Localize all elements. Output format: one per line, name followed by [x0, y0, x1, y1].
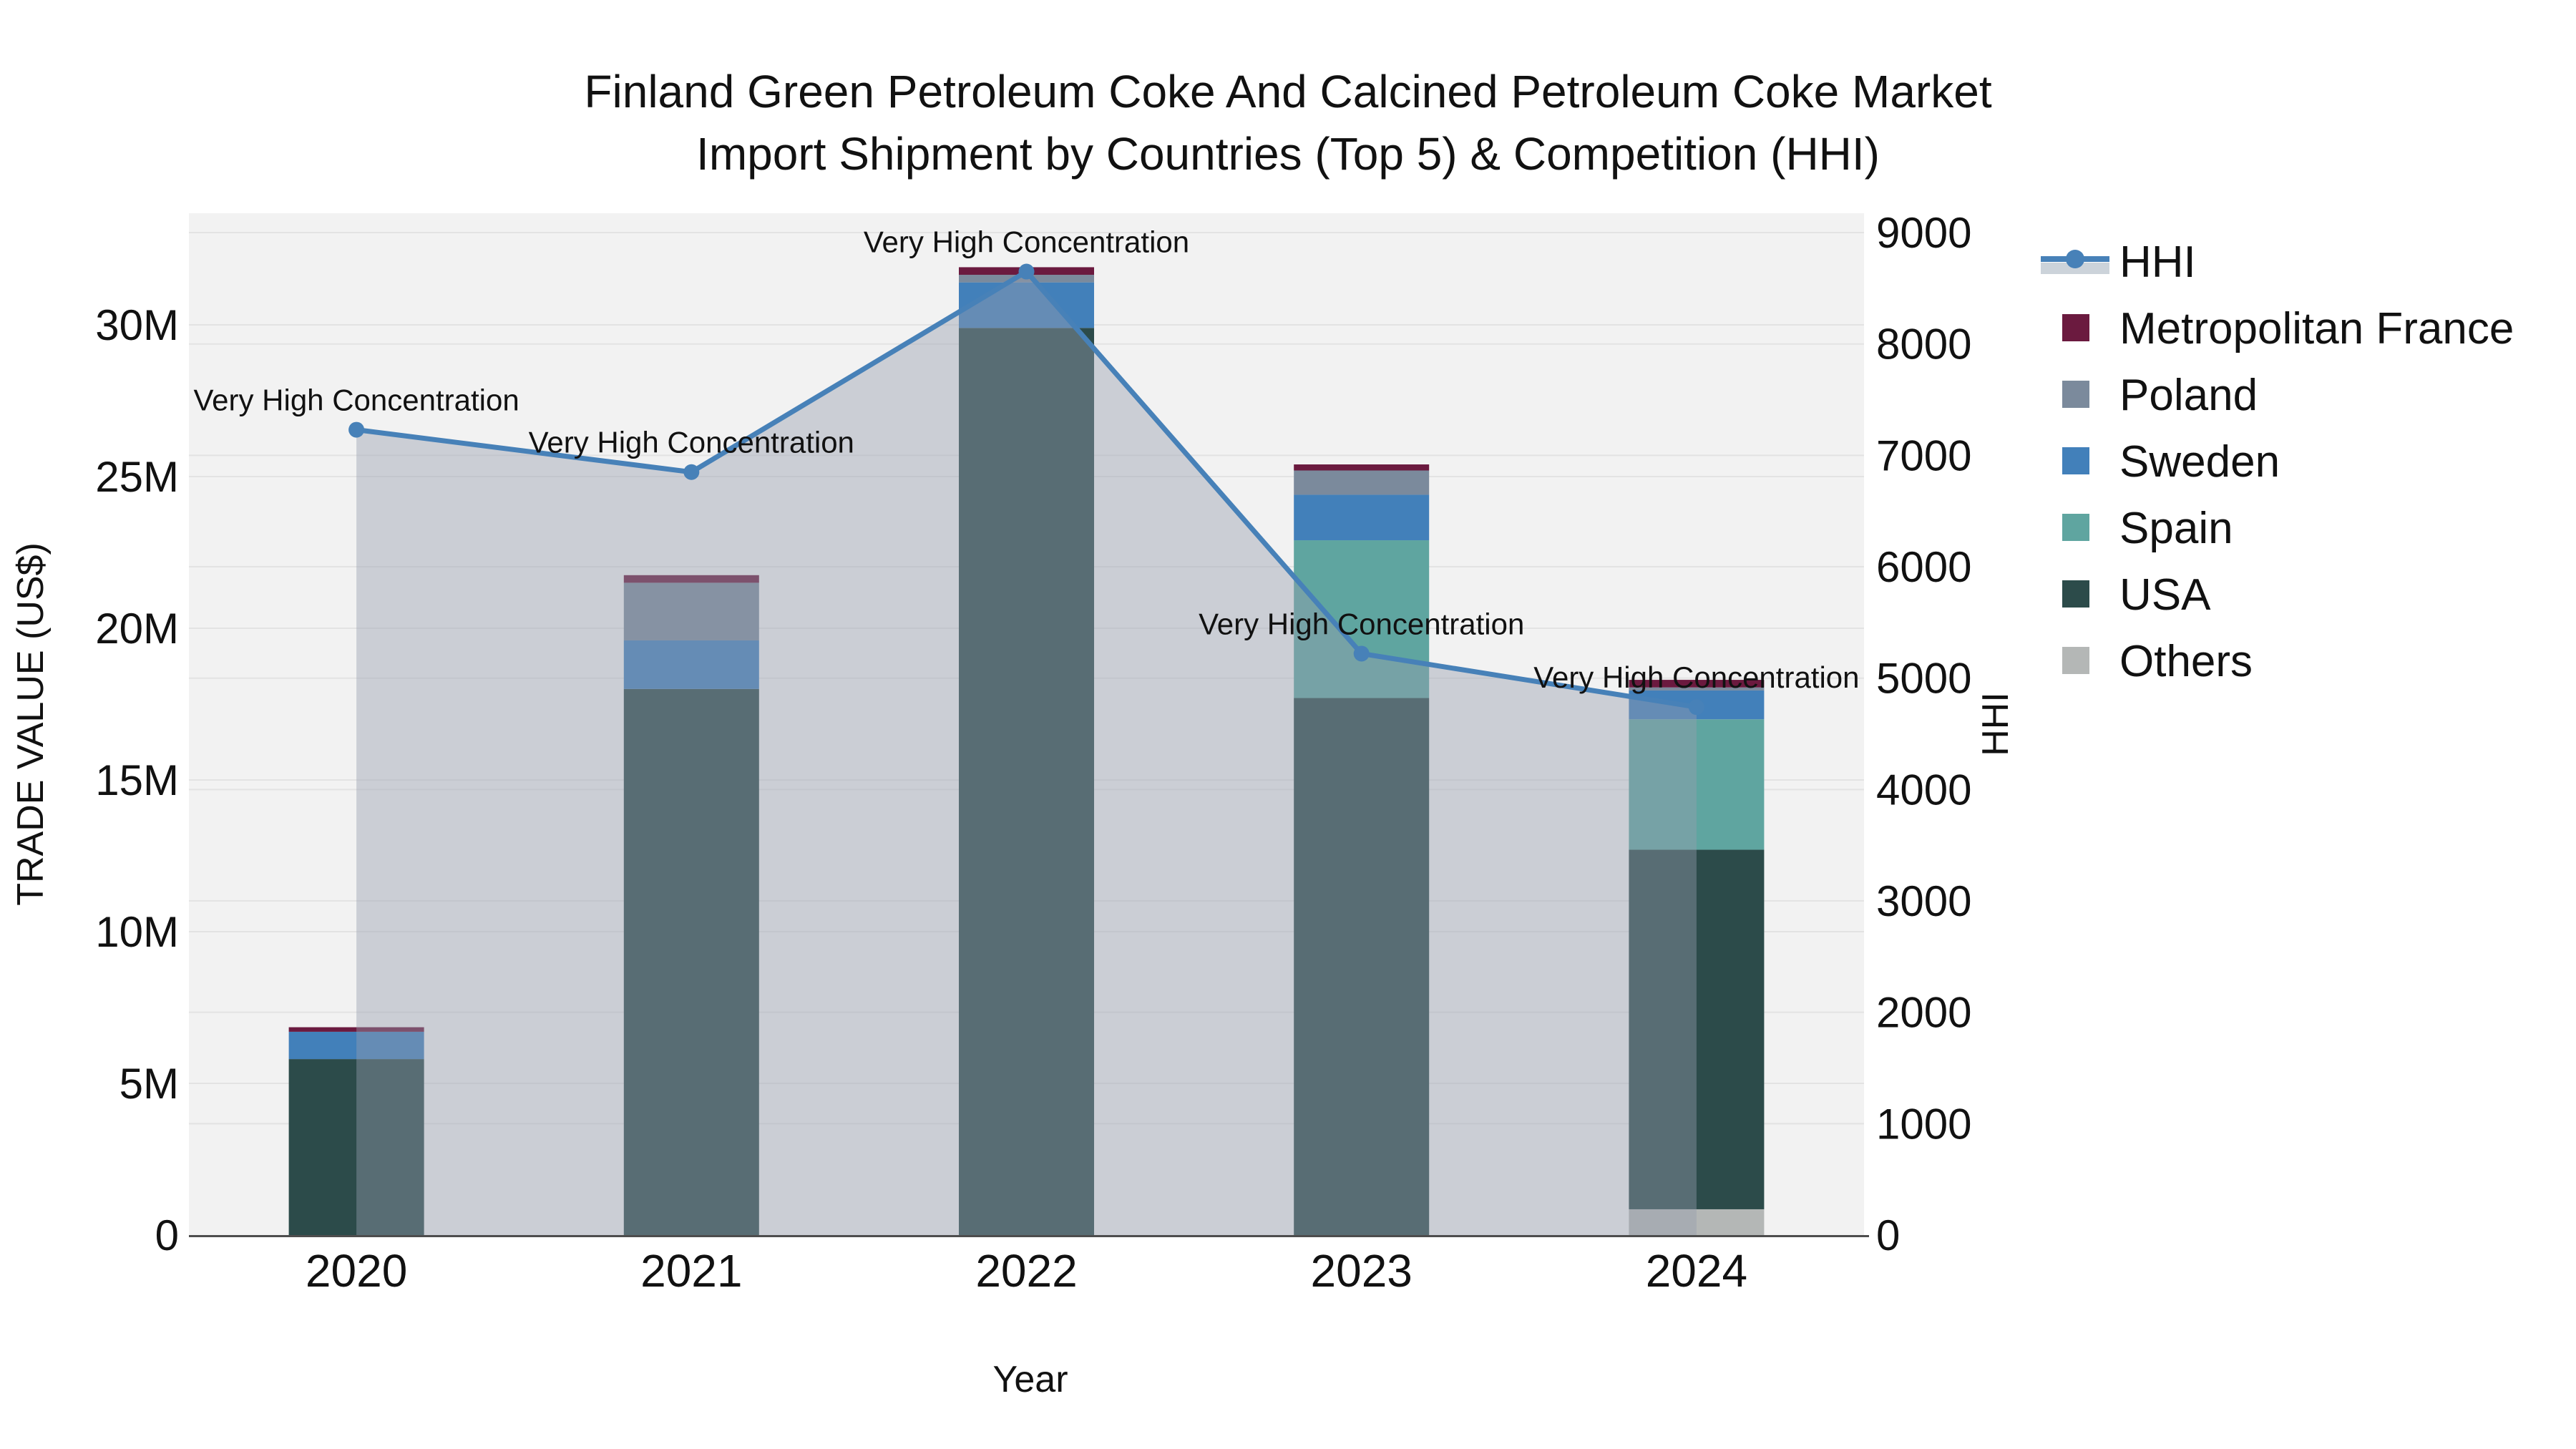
hhi-marker-2022[interactable]	[1018, 263, 1035, 280]
bar-segment-2024-usa[interactable]	[1629, 849, 1765, 1209]
x-tick-label-2020: 2020	[306, 1245, 407, 1297]
hhi-annotation-2021: Very High Concentration	[529, 426, 854, 459]
bar-segment-2021-usa[interactable]	[623, 688, 759, 1235]
legend-swatch-spain	[2062, 514, 2089, 541]
y-right-axis-title: HHI	[1975, 692, 2016, 756]
legend-hhi-marker-icon	[2066, 250, 2084, 268]
legend-label-hhi: HHI	[2119, 238, 2196, 287]
x-tick-label-2023: 2023	[1311, 1245, 1413, 1297]
legend-item-hhi[interactable]: HHI	[2041, 238, 2196, 287]
bar-segment-2020-metropolitan-france[interactable]	[288, 1027, 424, 1032]
x-tick-label-2021: 2021	[640, 1245, 742, 1297]
y-left-tick-label: 5M	[119, 1060, 179, 1108]
legend-item-sweden[interactable]: Sweden	[2062, 437, 2280, 487]
bar-segment-2020-sweden[interactable]	[288, 1031, 424, 1060]
legend-label-sweden: Sweden	[2119, 437, 2280, 487]
hhi-marker-2020[interactable]	[348, 421, 365, 438]
y-right-tick-label: 3000	[1876, 877, 1971, 925]
legend-item-others[interactable]: Others	[2062, 637, 2253, 686]
bar-segment-2021-poland[interactable]	[623, 582, 759, 640]
bar-segment-2024-poland[interactable]	[1629, 687, 1765, 691]
legend-label-spain: Spain	[2119, 504, 2233, 553]
hhi-marker-2021[interactable]	[683, 464, 700, 480]
bar-segment-2020-usa[interactable]	[288, 1059, 424, 1235]
legend-swatch-usa	[2062, 580, 2089, 608]
y-left-axis-title: TRADE VALUE (US$)	[10, 542, 52, 906]
hhi-annotation-2022: Very High Concentration	[864, 225, 1189, 259]
y-right-tick-label: 9000	[1876, 209, 1971, 257]
legend-swatch-others	[2062, 647, 2089, 674]
bar-segment-2024-metropolitan-france[interactable]	[1629, 680, 1765, 688]
legend-label-others: Others	[2119, 637, 2253, 686]
y-right-tick-label: 2000	[1876, 989, 1971, 1037]
hhi-area-fill	[356, 271, 1697, 1235]
y-left-tick-label: 10M	[95, 908, 179, 956]
y-right-tick-label: 7000	[1876, 431, 1971, 479]
bar-segment-2023-spain[interactable]	[1294, 540, 1430, 698]
hhi-marker-2024[interactable]	[1688, 699, 1704, 716]
bar-segment-2024-others[interactable]	[1629, 1209, 1765, 1235]
y-left-tick-label: 15M	[95, 756, 179, 804]
legend-swatch-sweden	[2062, 447, 2089, 474]
hhi-annotation-2024: Very High Concentration	[1533, 660, 1859, 694]
legend-label-usa: USA	[2119, 570, 2211, 620]
x-axis-line	[189, 1235, 1869, 1237]
hhi-marker-2023[interactable]	[1353, 645, 1370, 662]
y-left-tick-label: 20M	[95, 605, 179, 653]
y-left-tick-label: 0	[155, 1211, 179, 1259]
legend-item-poland[interactable]: Poland	[2062, 371, 2258, 420]
legend-label-metropolitan-france: Metropolitan France	[2119, 304, 2514, 353]
y-right-tick-label: 5000	[1876, 655, 1971, 703]
chart-title-line1: Finland Green Petroleum Coke And Calcine…	[584, 66, 1991, 117]
hhi-annotation-2023: Very High Concentration	[1199, 607, 1524, 640]
legend-label-poland: Poland	[2119, 371, 2258, 420]
bar-segment-2023-poland[interactable]	[1294, 470, 1430, 495]
y-right-tick-label: 6000	[1876, 543, 1971, 591]
legend-item-metropolitan-france[interactable]: Metropolitan France	[2062, 304, 2514, 353]
bar-segment-2021-metropolitan-france[interactable]	[623, 575, 759, 583]
y-left-tick-label: 25M	[95, 453, 179, 501]
bar-segment-2021-sweden[interactable]	[623, 640, 759, 689]
x-tick-label-2024: 2024	[1646, 1245, 1747, 1297]
y-right-tick-label: 1000	[1876, 1100, 1971, 1148]
chart-title-line2: Import Shipment by Countries (Top 5) & C…	[696, 128, 1880, 180]
legend-swatch-poland	[2062, 381, 2089, 408]
bar-segment-2023-metropolitan-france[interactable]	[1294, 464, 1430, 471]
y-right-tick-label: 4000	[1876, 766, 1971, 814]
legend-swatch-metropolitan-france	[2062, 314, 2089, 341]
legend-item-spain[interactable]: Spain	[2062, 504, 2233, 553]
bar-segment-2024-spain[interactable]	[1629, 719, 1765, 850]
x-axis-title: Year	[992, 1359, 1068, 1400]
y-right-tick-label: 8000	[1876, 321, 1971, 369]
bar-segment-2022-usa[interactable]	[959, 328, 1094, 1235]
bar-segment-2023-usa[interactable]	[1294, 698, 1430, 1235]
y-left-tick-label: 30M	[95, 301, 179, 349]
legend-item-usa[interactable]: USA	[2062, 570, 2211, 620]
hhi-annotation-2020: Very High Concentration	[193, 384, 519, 417]
bar-segment-2023-sweden[interactable]	[1294, 494, 1430, 541]
y-right-tick-label: 0	[1876, 1211, 1900, 1259]
x-tick-label-2022: 2022	[975, 1245, 1077, 1297]
